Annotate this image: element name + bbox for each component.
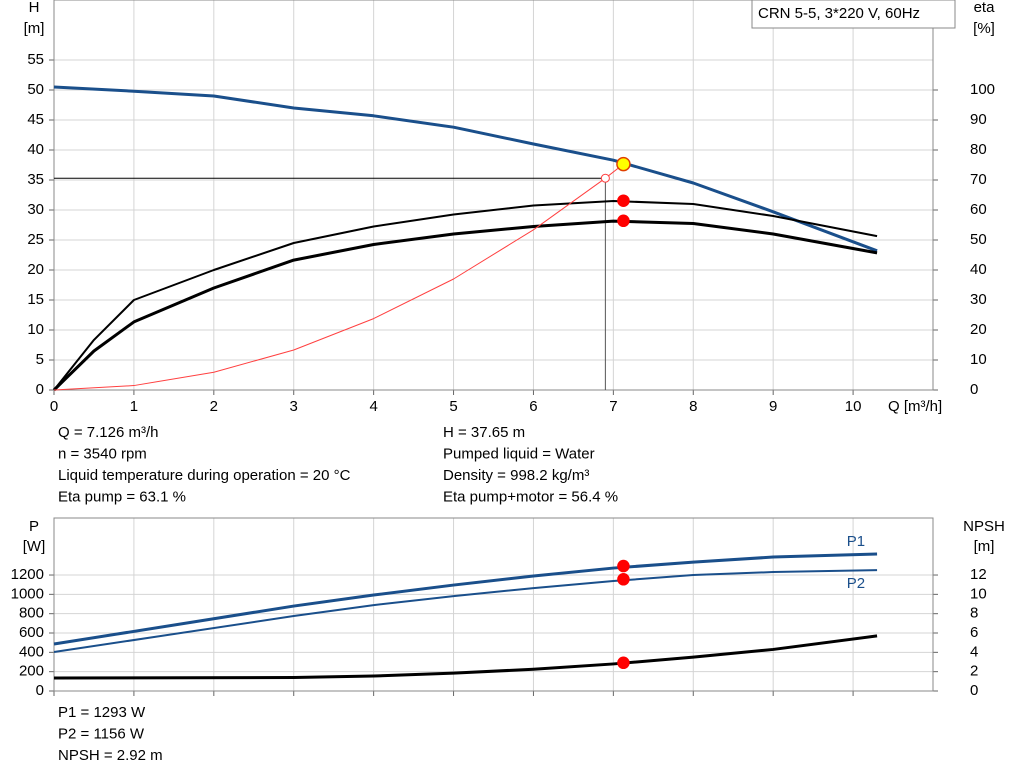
- y2-tick-label: 50: [970, 231, 987, 248]
- series-line: [53, 85, 878, 253]
- series-line: [53, 569, 878, 654]
- x-tick-label: 3: [290, 398, 298, 415]
- y2-tick-label: 10: [970, 351, 987, 368]
- y-tick-label: 40: [27, 141, 44, 158]
- y-tick-label: 30: [27, 201, 44, 218]
- y2-tick-label: 30: [970, 291, 987, 308]
- y-tick-label: 1200: [11, 566, 44, 583]
- y2-tick-label: 90: [970, 111, 987, 128]
- series-label: P2: [847, 575, 865, 592]
- x-tick-label: 2: [210, 398, 218, 415]
- legend-text: CRN 5-5, 3*220 V, 60Hz: [758, 5, 920, 22]
- y-tick-label: 15: [27, 291, 44, 308]
- plot-border: [53, 517, 934, 692]
- x-tick-label: 1: [130, 398, 138, 415]
- y2-tick-label: 0: [970, 682, 978, 699]
- y-tick-label: 600: [19, 624, 44, 641]
- info-text: Eta pump = 63.1 %: [58, 488, 186, 505]
- x-tick-label: 5: [449, 398, 457, 415]
- y-tick-label: 0: [36, 682, 44, 699]
- operating-point: [617, 194, 630, 207]
- y-tick-label: 45: [27, 111, 44, 128]
- info-text: Q = 7.126 m³/h: [58, 424, 158, 441]
- operating-point: [617, 559, 630, 573]
- info-text: H = 37.65 m: [443, 424, 525, 441]
- y2-tick-label: 80: [970, 141, 987, 158]
- info-text: n = 3540 rpm: [58, 445, 147, 462]
- y2-axis-title: eta: [974, 0, 996, 16]
- y-tick-label: 800: [19, 605, 44, 622]
- y2-axis-unit: [%]: [973, 20, 995, 37]
- plot-area: [54, 0, 933, 390]
- operating-point: [616, 156, 631, 172]
- y2-tick-label: 20: [970, 321, 987, 338]
- series-line: [53, 177, 606, 391]
- y-axis-unit: [W]: [23, 538, 46, 555]
- operating-point: [617, 214, 630, 228]
- x-axis-title: Q [m³/h]: [888, 398, 942, 415]
- info-text: P2 = 1156 W: [58, 725, 145, 742]
- reference-point: [600, 173, 610, 183]
- x-tick-label: 7: [609, 398, 617, 415]
- info-text: P1 = 1293 W: [58, 704, 146, 721]
- series-line: [53, 634, 878, 680]
- y-tick-label: 200: [19, 663, 44, 680]
- legend-box: [751, 0, 956, 29]
- info-text: Density = 998.2 kg/m³: [443, 467, 589, 484]
- y-axis-unit: [m]: [24, 20, 45, 37]
- info-text: Pumped liquid = Water: [443, 445, 595, 462]
- y-tick-label: 35: [27, 171, 44, 188]
- y2-tick-label: 4: [970, 643, 978, 660]
- plot-border: [53, 0, 934, 391]
- y-tick-label: 1000: [11, 585, 44, 602]
- info-text: Liquid temperature during operation = 20…: [58, 467, 351, 484]
- x-tick-label: 8: [689, 398, 697, 415]
- y-axis-title: P: [29, 518, 39, 535]
- y2-tick-label: 70: [970, 171, 987, 188]
- operating-point: [617, 656, 630, 670]
- y-tick-label: 20: [27, 261, 44, 278]
- y-tick-label: 5: [36, 351, 44, 368]
- x-tick-label: 6: [529, 398, 537, 415]
- y-tick-label: 400: [19, 643, 44, 660]
- x-tick-label: 9: [769, 398, 777, 415]
- x-tick-label: 0: [50, 398, 58, 415]
- y2-tick-label: 2: [970, 663, 978, 680]
- y2-axis-unit: [m]: [974, 538, 995, 555]
- y2-tick-label: 100: [970, 81, 995, 98]
- x-tick-label: 4: [369, 398, 377, 415]
- y-tick-label: 10: [27, 321, 44, 338]
- y-tick-label: 0: [36, 381, 44, 398]
- series-line: [52, 219, 878, 392]
- y-axis-title: H: [29, 0, 40, 16]
- info-text: Eta pump+motor = 56.4 %: [443, 488, 618, 505]
- series-line: [53, 200, 878, 391]
- y2-tick-label: 12: [970, 566, 987, 583]
- y2-tick-label: 60: [970, 201, 987, 218]
- series-line: [53, 552, 878, 646]
- y-tick-label: 25: [27, 231, 44, 248]
- x-tick-label: 10: [845, 398, 862, 415]
- operating-point: [617, 573, 630, 586]
- y-tick-label: 55: [27, 51, 44, 68]
- y2-tick-label: 6: [970, 624, 978, 641]
- plot-area: [54, 518, 933, 691]
- series-label: P1: [847, 533, 865, 550]
- y2-tick-label: 40: [970, 261, 987, 278]
- y-tick-label: 50: [27, 81, 44, 98]
- y2-tick-label: 10: [970, 585, 987, 602]
- y2-axis-title: NPSH: [963, 518, 1005, 535]
- y2-tick-label: 8: [970, 605, 978, 622]
- y2-tick-label: 0: [970, 381, 978, 398]
- info-text: NPSH = 2.92 m: [58, 747, 163, 764]
